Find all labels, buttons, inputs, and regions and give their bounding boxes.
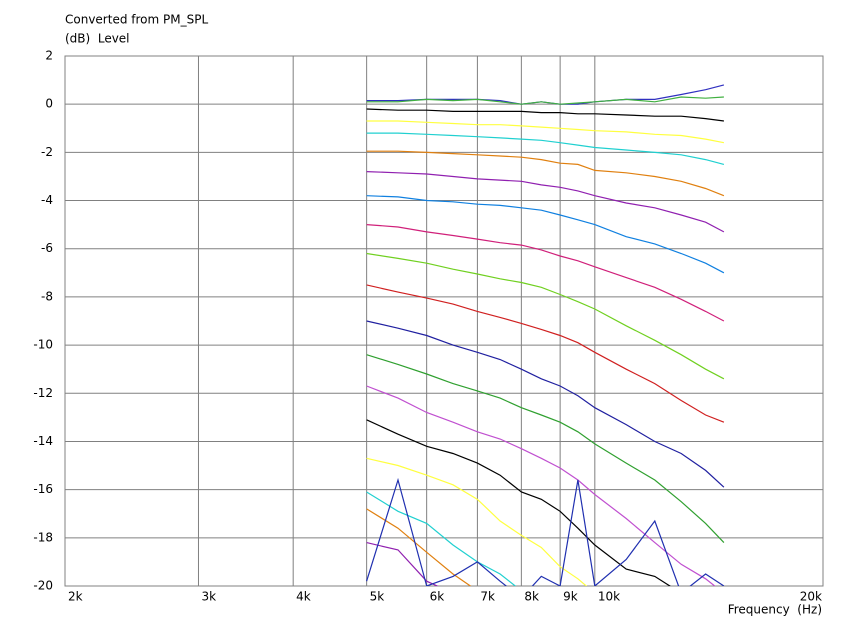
series-line — [366, 477, 725, 586]
x-tick-label: 10k — [598, 590, 620, 604]
x-tick-label: 3k — [201, 590, 216, 604]
series-line — [366, 284, 725, 423]
y-tick-label: -12 — [33, 386, 53, 400]
y-tick-label: 0 — [45, 97, 53, 111]
series-line — [366, 354, 725, 544]
x-tick-label: 4k — [296, 590, 311, 604]
series-line — [366, 96, 724, 105]
x-tick-label: 7k — [480, 590, 495, 604]
chart-title: Converted from PM_SPL — [65, 13, 208, 27]
series-line — [366, 150, 725, 197]
series-line — [366, 385, 716, 586]
series-line — [366, 132, 725, 165]
x-tick-label: 5k — [370, 590, 385, 604]
y-tick-label: -18 — [33, 530, 53, 544]
x-tick-label: 2k — [68, 590, 83, 604]
series-line — [366, 252, 725, 380]
x-axis-label: Frequency (Hz) — [728, 603, 822, 617]
series-line — [366, 224, 725, 322]
plot-area — [64, 55, 824, 587]
y-tick-label: -14 — [33, 434, 53, 448]
y-tick-label: -16 — [33, 482, 53, 496]
y-tick-label: -6 — [41, 241, 53, 255]
y-tick-label: -8 — [41, 289, 53, 303]
series-line — [366, 542, 439, 586]
grid — [64, 55, 824, 587]
y-tick-label: -10 — [33, 338, 53, 352]
series-line — [366, 120, 725, 144]
x-tick-label: 9k — [563, 590, 578, 604]
series-line — [366, 171, 725, 233]
y-tick-label: -20 — [33, 579, 53, 593]
y-tick-label: 2 — [45, 49, 53, 63]
series-line — [366, 491, 517, 586]
lines — [366, 84, 725, 586]
y-tick-label: -2 — [41, 145, 53, 159]
x-tick-label: 8k — [524, 590, 539, 604]
x-tick-label: 20k — [800, 590, 822, 604]
series-line — [366, 508, 472, 586]
series-line — [366, 195, 725, 274]
y-axis-label: (dB) Level — [65, 32, 130, 46]
series-line — [366, 320, 725, 488]
series-line — [366, 419, 672, 586]
x-tick-label: 6k — [430, 590, 445, 604]
series-line — [366, 108, 724, 122]
y-tick-label: -4 — [41, 193, 53, 207]
series-line — [366, 457, 588, 586]
